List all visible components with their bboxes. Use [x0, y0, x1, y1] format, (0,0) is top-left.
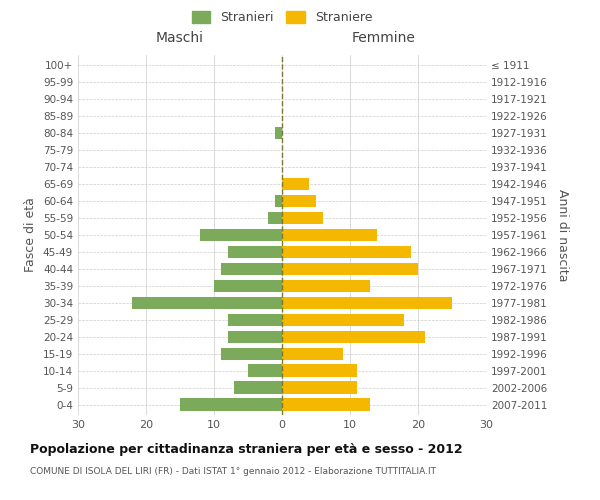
Bar: [282, 280, 370, 292]
Bar: [282, 262, 418, 276]
Bar: [275, 126, 282, 140]
Bar: [282, 364, 357, 377]
Text: Popolazione per cittadinanza straniera per età e sesso - 2012: Popolazione per cittadinanza straniera p…: [30, 442, 463, 456]
Bar: [214, 280, 282, 292]
Legend: Stranieri, Straniere: Stranieri, Straniere: [191, 11, 373, 24]
Bar: [221, 348, 282, 360]
Bar: [248, 364, 282, 377]
Bar: [282, 382, 357, 394]
Bar: [133, 296, 282, 310]
Text: Maschi: Maschi: [156, 31, 204, 45]
Bar: [282, 296, 452, 310]
Bar: [227, 330, 282, 344]
Bar: [275, 194, 282, 207]
Y-axis label: Anni di nascita: Anni di nascita: [556, 188, 569, 281]
Bar: [235, 382, 282, 394]
Bar: [282, 246, 411, 258]
Bar: [282, 314, 404, 326]
Bar: [282, 212, 323, 224]
Y-axis label: Fasce di età: Fasce di età: [25, 198, 37, 272]
Bar: [282, 330, 425, 344]
Bar: [180, 398, 282, 411]
Bar: [200, 228, 282, 241]
Bar: [282, 194, 316, 207]
Bar: [227, 246, 282, 258]
Bar: [221, 262, 282, 276]
Bar: [282, 348, 343, 360]
Bar: [268, 212, 282, 224]
Text: Femmine: Femmine: [352, 31, 416, 45]
Text: COMUNE DI ISOLA DEL LIRI (FR) - Dati ISTAT 1° gennaio 2012 - Elaborazione TUTTIT: COMUNE DI ISOLA DEL LIRI (FR) - Dati IST…: [30, 468, 436, 476]
Bar: [282, 398, 370, 411]
Bar: [282, 178, 309, 190]
Bar: [227, 314, 282, 326]
Bar: [282, 228, 377, 241]
